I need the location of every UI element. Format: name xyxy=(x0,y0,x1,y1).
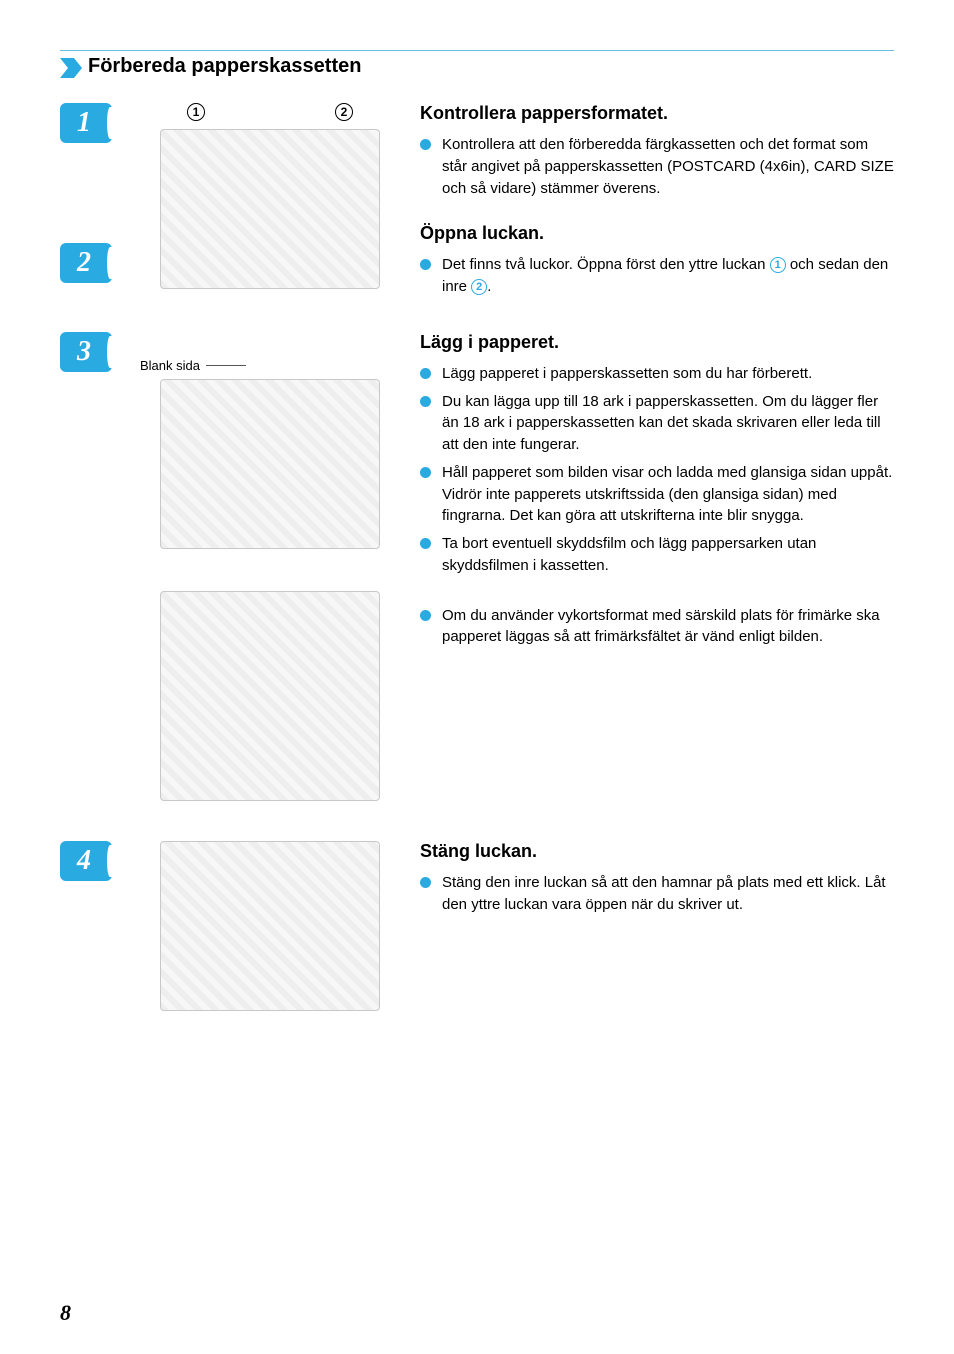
section-header: Förbereda papperskassetten xyxy=(60,50,894,78)
step3-bullet3: Håll papperet som bilden visar och ladda… xyxy=(420,462,894,527)
step3-bullet4: Ta bort eventuell skyddsfilm och lägg pa… xyxy=(420,533,894,577)
step3-heading: Lägg i papperet. xyxy=(420,332,894,353)
postcard-orientation-diagram xyxy=(160,591,380,801)
step3-bullet5: Om du använder vykortsformat med särskil… xyxy=(420,605,894,649)
step2-bullet1: Det finns två luckor. Öppna först den yt… xyxy=(420,254,894,298)
step4-illustration xyxy=(130,841,410,1011)
step-1-badge: 1 xyxy=(60,103,112,143)
callout-2-icon: 2 xyxy=(335,103,353,121)
page-number: 8 xyxy=(60,1300,71,1326)
inline-ref-2-icon: 2 xyxy=(471,279,487,295)
blank-side-label: Blank sida xyxy=(140,358,200,373)
step-3-row: 3 Blank sida Lägg i papperet. Lägg pappe… xyxy=(60,332,894,801)
step-4-badge: 4 xyxy=(60,841,112,881)
cassette-open-diagram xyxy=(160,129,380,289)
step4-bullets: Stäng den inre luckan så att den hamnar … xyxy=(420,872,894,916)
inline-ref-1-icon: 1 xyxy=(770,257,786,273)
close-lid-diagram xyxy=(160,841,380,1011)
step3-bullets-extra: Om du använder vykortsformat med särskil… xyxy=(420,605,894,649)
step-3-badge: 3 xyxy=(60,332,112,372)
content: 1 2 1 2 Kontrollera pappersformatet. Kon… xyxy=(60,103,894,1021)
section-title: Förbereda papperskassetten xyxy=(88,55,361,78)
step3-illustrations: Blank sida xyxy=(130,332,410,801)
blank-side-label-row: Blank sida xyxy=(140,358,246,373)
leader-line-icon xyxy=(206,365,246,366)
step2-heading: Öppna luckan. xyxy=(420,223,894,244)
step2-bullets: Det finns två luckor. Öppna först den yt… xyxy=(420,254,894,298)
step-4-row: 4 Stäng luckan. Stäng den inre luckan så… xyxy=(60,841,894,1011)
step1-heading: Kontrollera pappersformatet. xyxy=(420,103,894,124)
step-2-badge: 2 xyxy=(60,243,112,283)
load-paper-diagram xyxy=(160,379,380,549)
callout-1-icon: 1 xyxy=(187,103,205,121)
step1-bullet1: Kontrollera att den förberedda färgkasse… xyxy=(420,134,894,199)
chevron-icon xyxy=(60,58,82,78)
step3-bullets: Lägg papperet i papperskassetten som du … xyxy=(420,363,894,577)
step4-heading: Stäng luckan. xyxy=(420,841,894,862)
step3-bullet1: Lägg papperet i papperskassetten som du … xyxy=(420,363,894,385)
step3-bullet2: Du kan lägga upp till 18 ark i papperska… xyxy=(420,391,894,456)
step1-illustration: 1 2 xyxy=(130,103,410,289)
step-1-row: 1 2 1 2 Kontrollera pappersformatet. Kon… xyxy=(60,103,894,304)
step4-bullet1: Stäng den inre luckan så att den hamnar … xyxy=(420,872,894,916)
step1-bullets: Kontrollera att den förberedda färgkasse… xyxy=(420,134,894,199)
